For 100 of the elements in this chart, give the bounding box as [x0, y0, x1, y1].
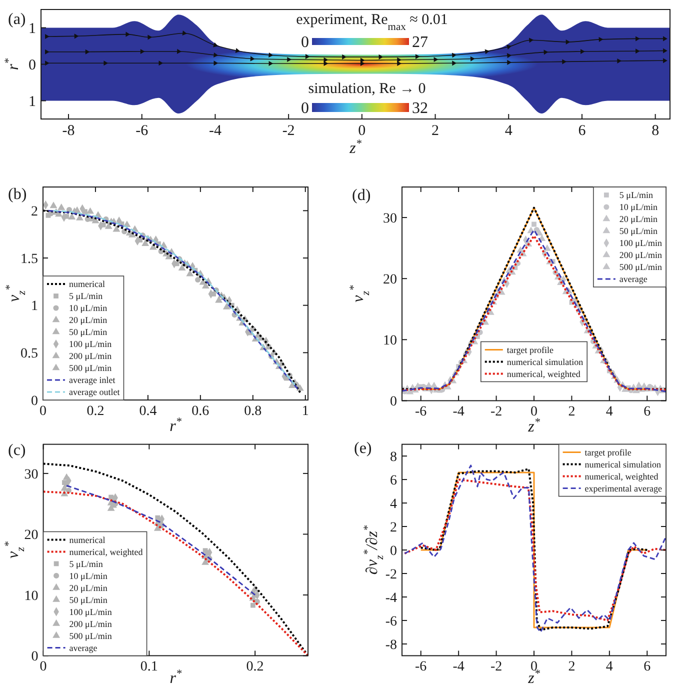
point: [544, 50, 548, 55]
y-tick-label: 20: [24, 528, 38, 544]
point: [484, 49, 490, 54]
legend-label: numerical simulation: [506, 356, 584, 367]
point: [305, 54, 310, 60]
legend-label: numerical simulation: [584, 460, 662, 470]
chart-title: (a): [8, 11, 26, 28]
x-tick-label: 0.4: [139, 404, 157, 419]
y-tick-label: 0: [390, 544, 397, 559]
point: [543, 244, 551, 251]
point: [452, 52, 457, 58]
legend-label: 100 μL/min: [69, 606, 112, 617]
x-tick-label: 0.2: [86, 404, 104, 419]
point: [663, 36, 668, 42]
y-tick-label: 6: [390, 473, 397, 488]
point: [148, 34, 152, 40]
legend-label: 20 μL/min: [69, 582, 108, 593]
point: [636, 36, 640, 42]
y-tick-label: 4: [390, 496, 397, 512]
legend-label: 500 μL/min: [69, 363, 112, 374]
legend-label: 200 μL/min: [619, 250, 662, 260]
point: [434, 57, 438, 62]
legend-label: 10 μL/min: [619, 202, 658, 212]
legend-label: target profile: [584, 448, 632, 458]
point: [50, 202, 58, 208]
x-tick-label: 1: [302, 404, 309, 419]
legend-label: experimental average: [584, 484, 662, 494]
x-tick-label: -6: [136, 123, 149, 139]
y-tick-label: 2: [390, 520, 397, 536]
point: [186, 270, 194, 276]
x-tick-label: 8: [652, 123, 660, 139]
point: [342, 54, 346, 60]
x-tick-label: 2: [432, 123, 440, 139]
legend-label: 10 μL/min: [69, 303, 108, 314]
x-tick-label: 4: [606, 404, 613, 420]
annotation: experiment, Re$_{max}$ ≈ 0.01: [296, 12, 448, 32]
y-tick-label: 30: [383, 211, 397, 226]
point: [598, 36, 604, 42]
x-tick-label: 0.2: [246, 660, 264, 675]
y-tick-label: 10: [24, 588, 38, 604]
annotation: 32: [412, 100, 428, 117]
x-tick-label: 2: [568, 404, 576, 420]
legend-label: 100 μL/min: [619, 238, 662, 248]
x-tick-label: -2: [490, 660, 502, 675]
x-tick-label: 0.8: [244, 404, 262, 419]
point: [45, 34, 50, 40]
x-tick-label: -2: [490, 404, 502, 420]
x-tick-label: -4: [452, 404, 464, 420]
chart-title: (b): [8, 186, 27, 203]
point: [406, 388, 414, 394]
x-tick-label: -4: [452, 660, 464, 675]
legend-label: average: [69, 642, 98, 653]
x-tick-label: 6: [578, 123, 586, 139]
point: [268, 52, 274, 58]
legend-label: 50 μL/min: [69, 327, 108, 338]
x-tick-label: -4: [208, 123, 222, 139]
x-tick-label: 6: [644, 404, 651, 420]
y-tick-label: 2: [31, 204, 38, 220]
point: [222, 302, 230, 310]
x-tick-label: -2: [282, 123, 295, 139]
point: [415, 54, 420, 60]
legend-label: numerical: [69, 534, 106, 545]
x-tick-label: -6: [415, 404, 427, 420]
legend-label: 200 μL/min: [69, 351, 112, 362]
point: [250, 56, 255, 62]
x-axis-title: z$^{*}$: [348, 138, 362, 157]
legend-label: average outlet: [69, 387, 120, 398]
annotation: 0: [301, 100, 309, 117]
x-tick-label: 4: [504, 123, 513, 139]
x-tick-label: 6: [644, 660, 651, 675]
point: [45, 49, 50, 54]
point: [566, 39, 570, 45]
legend-label: numerical, weighted: [506, 368, 581, 379]
chart-title: (e): [354, 440, 372, 457]
point: [378, 54, 384, 60]
point: [104, 60, 108, 66]
legend-label: numerical: [69, 279, 106, 290]
point: [214, 52, 218, 58]
legend-label: 50 μL/min: [619, 226, 658, 236]
y-tick-label: -6: [385, 614, 397, 630]
point: [360, 61, 365, 66]
point: [214, 60, 218, 66]
point: [617, 58, 622, 64]
point: [296, 384, 304, 391]
y-tick-label: 10: [383, 334, 397, 349]
legend-label: 500 μL/min: [69, 630, 112, 641]
point: [250, 602, 256, 608]
point: [507, 60, 512, 65]
y-tick-label: 0: [31, 394, 38, 409]
annotation: simulation, Re → 0: [308, 81, 426, 97]
legend-label: average: [619, 274, 648, 284]
y-tick-label: 1: [31, 299, 38, 314]
point: [45, 60, 50, 66]
y-tick-label: -4: [385, 590, 397, 606]
point: [663, 58, 668, 64]
y-tick-label: 0: [28, 58, 36, 74]
point: [452, 60, 457, 66]
legend-label: average inlet: [69, 375, 116, 386]
point: [195, 277, 201, 283]
x-tick-label: 4: [606, 660, 613, 675]
